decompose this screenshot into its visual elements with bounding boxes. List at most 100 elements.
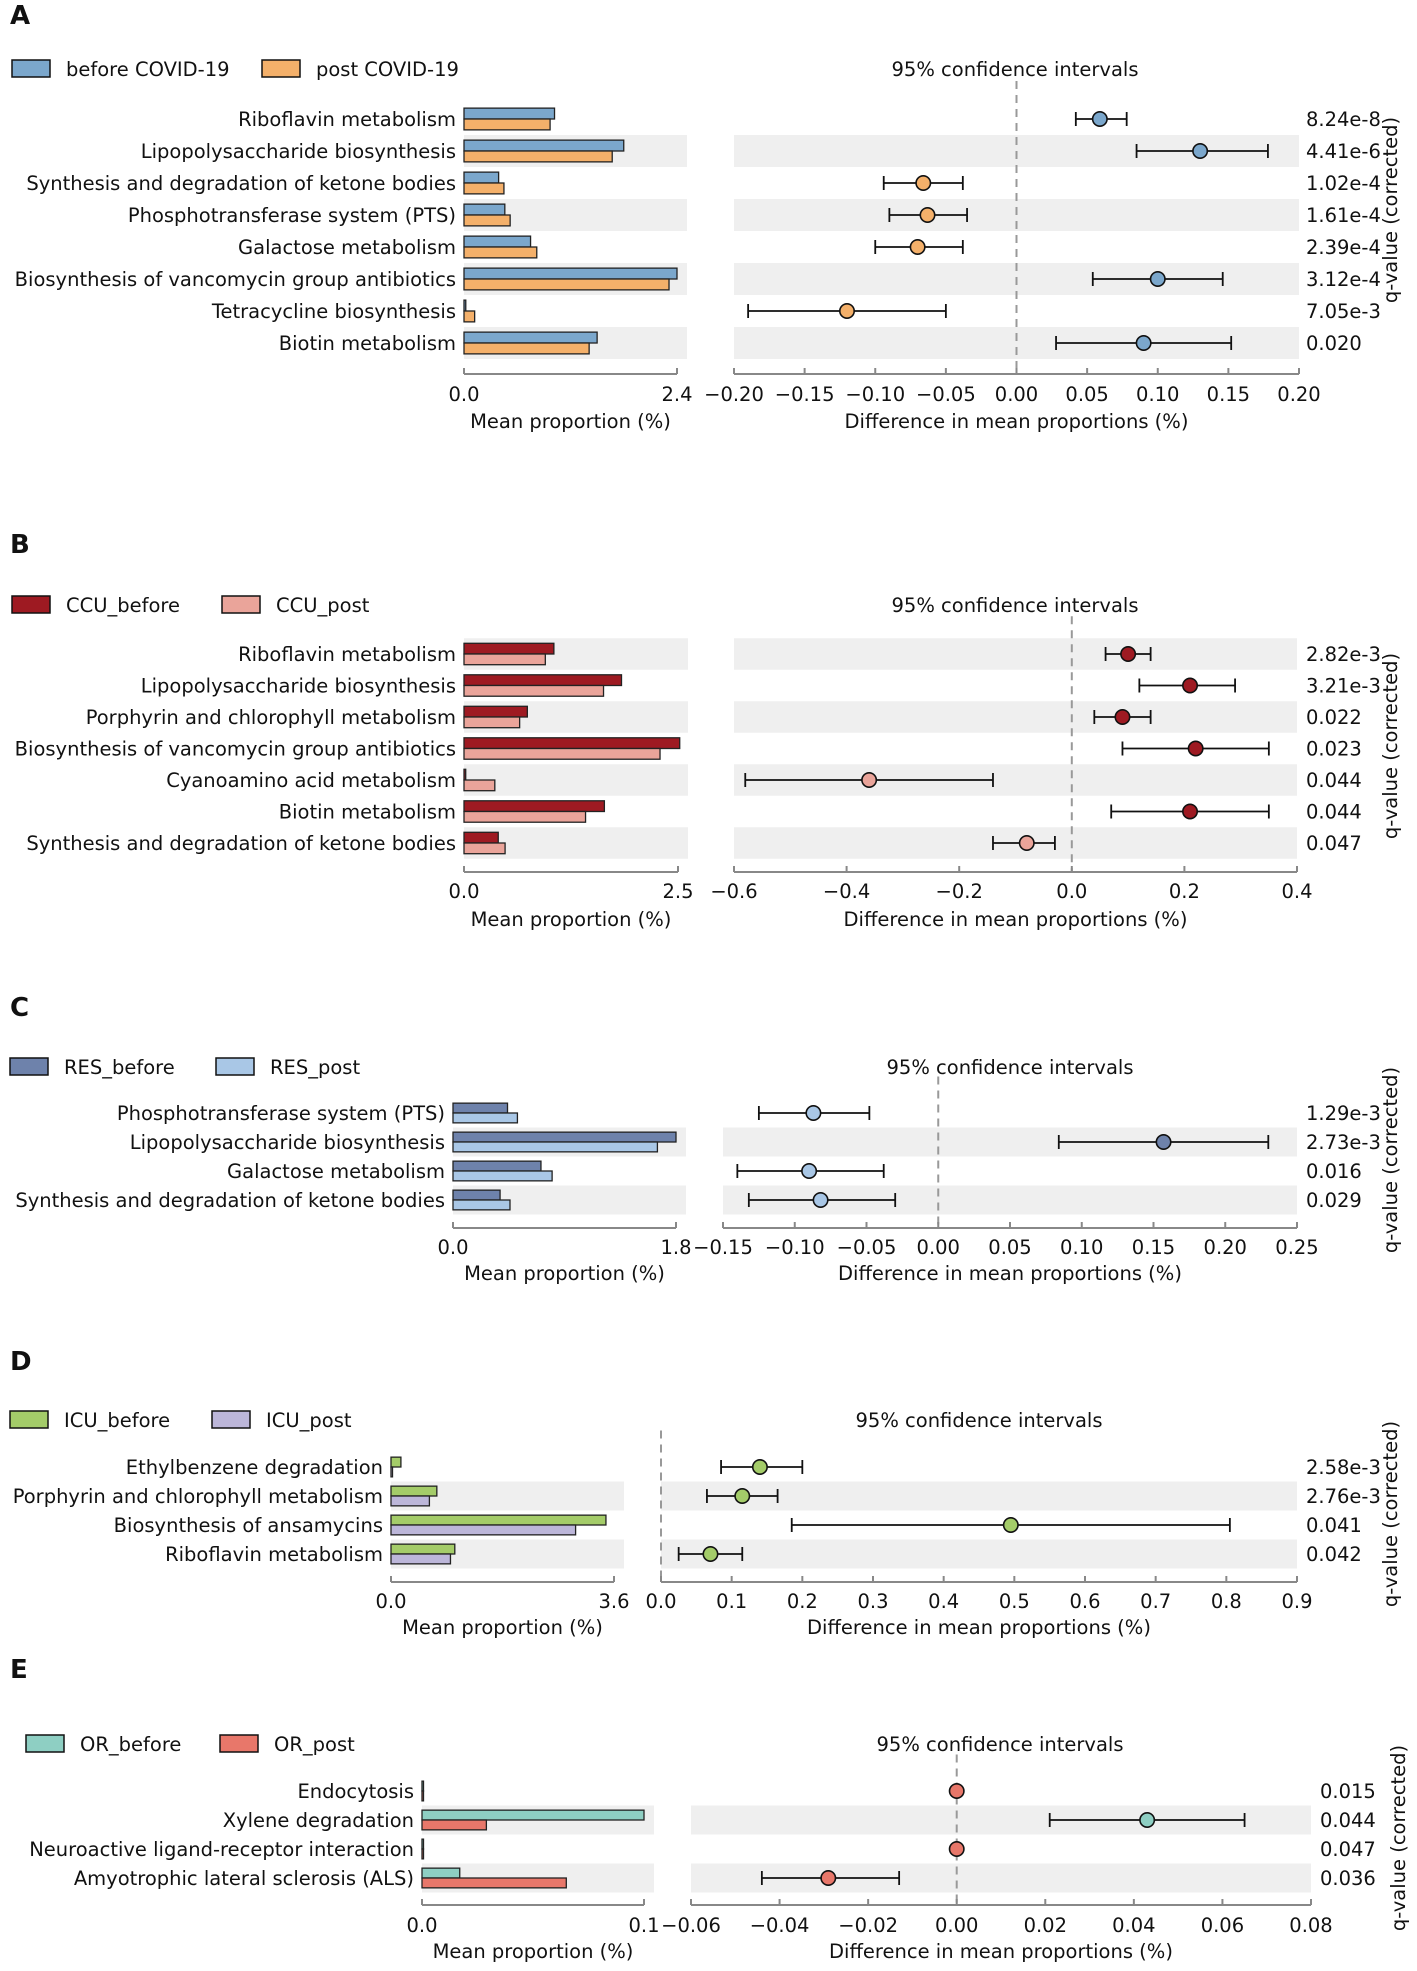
legend-label-before: CCU_before [66, 594, 180, 617]
right-tick-label: 0.02 [1024, 1914, 1067, 1937]
legend-swatch-post [221, 595, 261, 614]
right-x-axis-label: Difference in mean proportions (%) [807, 1616, 1151, 1639]
legend-label-post: OR_post [274, 1733, 355, 1756]
q-value: 1.02e-4 [1306, 172, 1381, 195]
bar-before [421, 1838, 425, 1850]
diff-point [801, 1163, 818, 1180]
bar-before [463, 331, 598, 344]
left-tick-label: 1.8 [660, 1236, 691, 1259]
legend-swatch-before [11, 595, 51, 614]
bar-post [421, 1877, 567, 1889]
right-tick-label: −0.10 [845, 383, 905, 406]
bar-before [463, 800, 606, 813]
right-tick-label: −0.05 [837, 1236, 897, 1259]
row-name: Synthesis and degradation of ketone bodi… [26, 832, 456, 855]
right-tick-label: −0.05 [916, 383, 976, 406]
panel-c: C RES_before RES_post 95% confidence interv… [9, 993, 1402, 1285]
diff-point [820, 1870, 837, 1887]
q-value: 0.022 [1306, 706, 1362, 729]
ci-title: 95% confidence intervals [892, 58, 1139, 81]
q-value: 4.41e-6 [1306, 140, 1381, 163]
row-name: Ethylbenzene degradation [126, 1456, 383, 1479]
left-x-axis-label: Mean proportion (%) [433, 1940, 634, 1963]
right-tick-label: 0.05 [988, 1236, 1031, 1259]
bar-before [463, 267, 678, 280]
diff-point [1135, 334, 1152, 351]
right-x-axis-label: Difference in mean proportions (%) [844, 908, 1188, 931]
bar-before [463, 737, 681, 750]
left-tick-label: 2.5 [662, 880, 693, 903]
left-x-axis-label: Mean proportion (%) [471, 908, 672, 931]
legend-label-post: ICU_post [266, 1409, 352, 1432]
q-value: 0.020 [1306, 332, 1362, 355]
bar-post [452, 1112, 519, 1124]
bar-before [463, 235, 532, 248]
bar-before [390, 1485, 438, 1497]
right-tick-label: 0.4 [1281, 880, 1312, 903]
row-name: Xylene degradation [223, 1809, 414, 1832]
bar-post [463, 246, 538, 259]
row-name: Galactose metabolism [227, 1160, 445, 1183]
right-tick-label: 0.10 [1060, 1236, 1103, 1259]
left-tick-label: 0.0 [406, 1914, 437, 1937]
panel-label: A [10, 1, 30, 31]
row-name: Phosphotransferase system (PTS) [117, 1102, 445, 1125]
diff-point [1120, 645, 1137, 662]
legend-label-before: before COVID-19 [66, 58, 230, 81]
row-stripe-right [734, 701, 1297, 733]
diff-point [948, 1783, 965, 1800]
row-name: Porphyrin and chlorophyll metabolism [86, 706, 456, 729]
panel-b: B CCU_before CCU_post 95% confidence interv… [10, 530, 1402, 931]
bar-post [463, 653, 546, 666]
diff-point [1018, 834, 1035, 851]
right-tick-label: 0.8 [1211, 1590, 1242, 1613]
q-value: 2.76e-3 [1306, 1485, 1381, 1508]
bar-post [390, 1553, 452, 1565]
right-tick-label: 0.15 [1132, 1236, 1175, 1259]
legend-swatch-post [215, 1057, 255, 1076]
panel-e: E OR_before OR_post 95% confidence interval… [10, 1655, 1410, 1963]
bar-post [421, 1848, 425, 1860]
bar-before [452, 1189, 501, 1201]
right-tick-label: 0.00 [995, 383, 1038, 406]
ci-title: 95% confidence intervals [892, 594, 1139, 617]
row-name: Riboflavin metabolism [165, 1543, 383, 1566]
ci-title: 95% confidence intervals [877, 1733, 1124, 1756]
bar-post [421, 1790, 425, 1802]
right-tick-label: −0.15 [775, 383, 835, 406]
bar-before [463, 705, 528, 718]
q-value-axis-label: q-value (corrected) [1387, 1745, 1410, 1931]
right-tick-label: −0.4 [823, 880, 870, 903]
left-tick-label: 0.1 [628, 1914, 659, 1937]
q-value: 0.023 [1306, 738, 1362, 761]
q-value: 0.044 [1306, 769, 1362, 792]
row-name: Cyanoamino acid metabolism [166, 769, 456, 792]
legend-swatch-before [9, 1410, 49, 1429]
bar-post [463, 842, 506, 855]
bar-before [390, 1543, 456, 1555]
bar-post [421, 1819, 488, 1831]
legend-swatch-post [211, 1410, 251, 1429]
q-value-axis-label: q-value (corrected) [1379, 653, 1402, 839]
bar-post [463, 278, 670, 291]
right-tick-label: 0.6 [1069, 1590, 1100, 1613]
bar-before [463, 674, 623, 687]
right-tick-label: 0.2 [1169, 880, 1200, 903]
right-tick-label: 0.20 [1204, 1236, 1247, 1259]
left-tick-label: 0.0 [437, 1236, 468, 1259]
bar-before [463, 107, 556, 120]
bar-before [390, 1514, 607, 1526]
left-x-axis-label: Mean proportion (%) [402, 1616, 603, 1639]
diff-point [861, 771, 878, 788]
bar-before [452, 1160, 542, 1172]
left-tick-label: 2.4 [661, 383, 692, 406]
right-tick-label: 0.2 [787, 1590, 818, 1613]
q-value: 0.047 [1306, 832, 1362, 855]
diff-point [919, 207, 936, 224]
q-value: 3.12e-4 [1306, 268, 1381, 291]
row-name: Synthesis and degradation of ketone bodi… [15, 1189, 445, 1212]
left-tick-label: 0.0 [448, 880, 479, 903]
q-value: 0.029 [1306, 1189, 1362, 1212]
row-name: Galactose metabolism [238, 236, 456, 259]
